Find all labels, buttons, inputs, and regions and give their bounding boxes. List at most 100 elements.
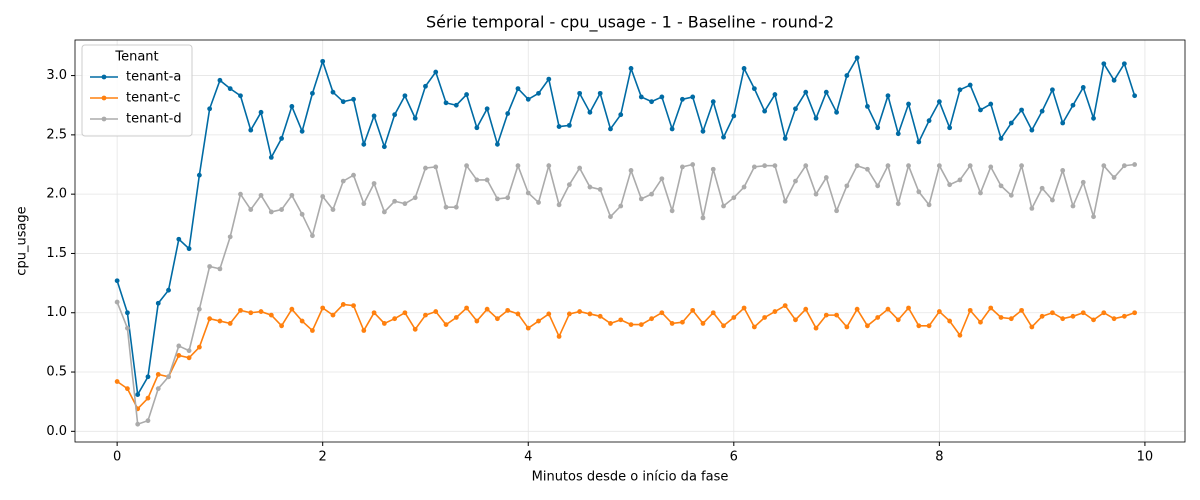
point — [741, 184, 747, 190]
y-tick-label: 3.0 — [46, 68, 67, 83]
point — [782, 198, 788, 204]
point — [823, 89, 829, 95]
point — [1050, 310, 1055, 316]
point — [1050, 87, 1055, 93]
point — [289, 104, 295, 109]
point — [320, 194, 326, 199]
point — [1008, 192, 1014, 198]
point — [176, 236, 182, 242]
point — [772, 309, 778, 314]
point — [854, 55, 860, 61]
chart-title: Série temporal - cpu_usage - 1 - Baselin… — [426, 13, 834, 33]
point — [258, 109, 264, 115]
point — [484, 306, 490, 312]
point — [515, 311, 521, 317]
point — [207, 106, 213, 112]
point — [279, 207, 284, 212]
point — [125, 325, 130, 331]
plot-frame — [74, 39, 1186, 443]
point — [412, 326, 418, 332]
legend-label: tenant-a — [126, 70, 181, 85]
point — [433, 69, 439, 75]
point — [967, 163, 973, 169]
point — [628, 168, 634, 173]
point — [803, 306, 809, 312]
point — [1039, 108, 1045, 114]
point — [1050, 197, 1055, 203]
point — [1111, 77, 1117, 83]
point — [258, 309, 264, 314]
point — [1039, 185, 1045, 191]
point — [854, 163, 860, 169]
point — [690, 162, 696, 167]
point — [608, 321, 613, 326]
point — [556, 334, 562, 339]
point — [865, 323, 870, 329]
point — [741, 66, 747, 71]
point — [474, 318, 480, 324]
point — [793, 106, 798, 112]
point — [854, 306, 860, 312]
point — [155, 372, 161, 377]
point — [1029, 205, 1035, 211]
point — [1101, 61, 1107, 67]
point — [474, 177, 480, 183]
point — [967, 307, 973, 313]
point — [515, 163, 521, 169]
point — [947, 318, 953, 324]
point — [186, 355, 192, 361]
legend-marker — [101, 74, 107, 80]
point — [1101, 163, 1107, 169]
point — [772, 92, 778, 97]
point — [1029, 324, 1035, 330]
point — [649, 191, 654, 197]
point — [638, 196, 644, 202]
point — [464, 92, 469, 97]
point — [1019, 307, 1024, 313]
point — [546, 311, 552, 317]
point — [885, 163, 891, 169]
point — [936, 99, 942, 105]
point — [577, 309, 583, 314]
point — [1060, 120, 1066, 126]
point — [433, 309, 439, 314]
point — [371, 113, 377, 119]
series-line — [116, 162, 1135, 426]
point — [248, 310, 254, 316]
point — [412, 195, 418, 201]
point — [145, 374, 151, 380]
point — [782, 303, 788, 309]
point — [947, 125, 953, 131]
point — [392, 112, 398, 118]
point — [978, 107, 983, 113]
point — [916, 139, 922, 145]
point — [885, 306, 891, 312]
point — [423, 83, 428, 89]
point — [495, 141, 500, 147]
point — [525, 96, 531, 102]
point — [916, 189, 922, 195]
point — [998, 315, 1004, 320]
point — [865, 166, 870, 172]
point — [453, 315, 459, 320]
series-line — [116, 55, 1136, 398]
point — [638, 322, 644, 328]
point — [936, 309, 942, 314]
point — [1060, 168, 1066, 173]
legend-label: tenant-d — [126, 112, 182, 127]
point — [145, 395, 151, 401]
point — [196, 306, 202, 312]
point — [484, 177, 490, 183]
point — [721, 203, 726, 209]
point — [145, 418, 151, 424]
point — [310, 233, 315, 239]
point — [628, 322, 634, 328]
point — [947, 182, 953, 188]
point — [381, 144, 387, 150]
point — [1091, 214, 1096, 220]
point — [505, 195, 511, 201]
y-tick-label: 0.0 — [46, 424, 67, 439]
point — [895, 201, 901, 207]
point — [310, 328, 315, 333]
point — [577, 165, 583, 171]
